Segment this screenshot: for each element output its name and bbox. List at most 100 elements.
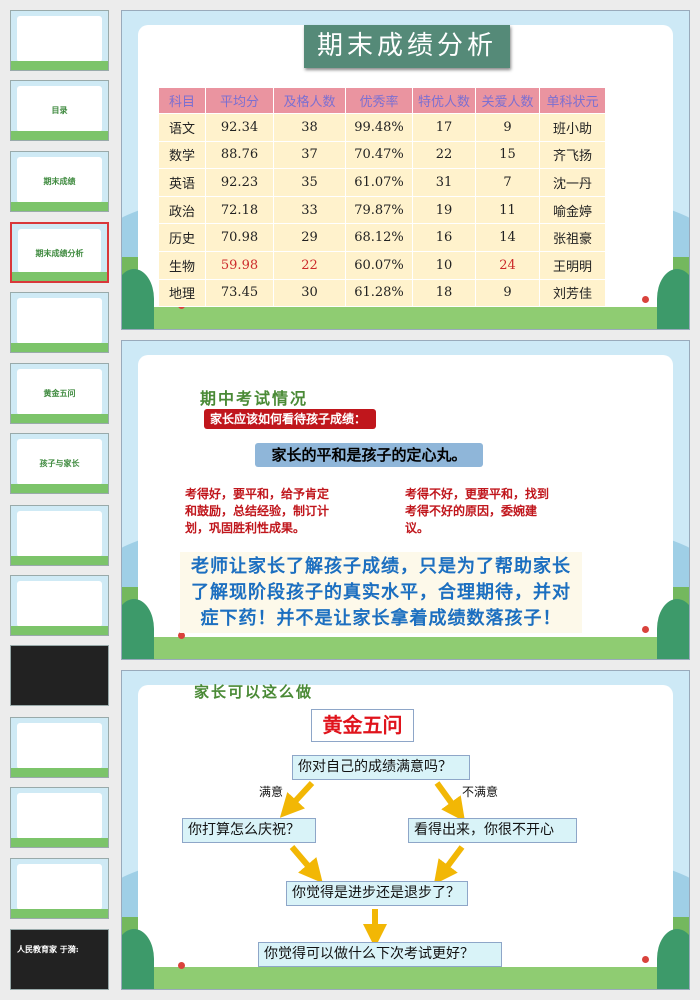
table-cell: 刘芳佳 (539, 278, 606, 308)
slide-final-exam-analysis[interactable]: 期末成绩分析 科目 平均分 及格人数 优秀率 特优人数 关爱人数 单科状元 语文 92.34 3… (121, 10, 690, 330)
table-cell: 王明明 (539, 250, 606, 280)
column-header: 特优人数 (412, 87, 476, 114)
slide-title: 家长可以这么做 (194, 683, 314, 701)
table-cell: 班小助 (539, 113, 606, 142)
thumbnail-panel (18, 229, 101, 273)
table-cell: 38 (273, 113, 346, 142)
table-cell: 生物 (158, 250, 206, 280)
thumbnail-label: 孩子与家长 (39, 458, 80, 468)
slide-title: 期末成绩分析 (304, 25, 510, 68)
column-header: 及格人数 (273, 87, 346, 114)
slide-five-golden-questions[interactable]: 家长可以这么做 黄金五问 你对自己的成绩满意吗？ 满意 不满意 你打算怎么庆祝？… (121, 670, 690, 990)
column-header: 科目 (158, 87, 206, 114)
thumbnail-label: 目录 (51, 105, 68, 115)
question-label: 家长应该如何看待孩子成绩： (204, 409, 376, 429)
table-cell: 历史 (158, 223, 206, 252)
slide-thumbnail-14[interactable]: 人民教育家 于漪: (10, 929, 109, 990)
slide-thumbnail-13[interactable] (10, 858, 109, 919)
slide-thumbnail-2[interactable]: 目录 (10, 80, 109, 141)
table-cell: 70.98 (205, 223, 274, 252)
slide-thumbnail-9[interactable] (10, 575, 109, 636)
thumbnail-grass (11, 909, 108, 918)
table-cell: 35 (273, 168, 346, 197)
table-cell: 60.07% (345, 250, 413, 280)
thumbnail-panel (17, 723, 102, 769)
thumbnail-panel (17, 16, 102, 62)
thumbnail-grass (11, 556, 108, 565)
thumbnail-panel (17, 511, 102, 557)
table-row: 历史 70.98 29 68.12% 16 14 张祖豪 (158, 223, 606, 252)
table-row: 数学 88.76 37 70.47% 22 15 齐飞扬 (158, 140, 606, 170)
thumbnail-grass (11, 484, 108, 493)
question-1-box: 你对自己的成绩满意吗？ (292, 755, 470, 780)
table-cell: 16 (412, 223, 476, 252)
table-row: 语文 92.34 38 99.48% 17 9 班小助 (158, 113, 606, 142)
table-cell: 79.87% (345, 195, 413, 225)
slide-thumbnail-11[interactable] (10, 717, 109, 778)
table-cell: 99.48% (345, 113, 413, 142)
table-cell: 11 (475, 195, 540, 225)
slide-thumbnail-3[interactable]: 期末成绩 (10, 151, 109, 212)
slide-thumbnail-4[interactable]: 期末成绩分析 (10, 222, 109, 283)
question-3-box: 你觉得是进步还是退步了？ (286, 881, 468, 906)
question-2-unsatisfied-box: 看得出来，你很不开心 (408, 818, 577, 843)
table-cell: 17 (412, 113, 476, 142)
arrow-satisfied (279, 780, 315, 818)
table-cell: 92.34 (205, 113, 274, 142)
slide-midterm-situation[interactable]: 期中考试情况 家长应该如何看待孩子成绩： 家长的平和是孩子的定心丸。 考得好，要… (121, 340, 690, 660)
table-row: 地理 73.45 30 61.28% 18 9 刘芳佳 (158, 278, 606, 308)
column-header: 优秀率 (345, 87, 413, 114)
table-cell: 29 (273, 223, 346, 252)
table-cell: 英语 (158, 168, 206, 197)
table-cell: 数学 (158, 140, 206, 170)
thumbnail-panel (17, 439, 102, 485)
flow-arrows (279, 780, 466, 948)
table-cell: 18 (412, 278, 476, 308)
column-header: 单科状元 (539, 87, 606, 114)
table-cell: 30 (273, 278, 346, 308)
arrow-to-q3-right (433, 845, 465, 885)
table-cell: 7 (475, 168, 540, 197)
table-cell: 10 (412, 250, 476, 280)
thumbnail-grass (12, 272, 107, 281)
slide-thumbnail-1[interactable] (10, 10, 109, 71)
table-cell: 15 (475, 140, 540, 170)
table-cell: 24 (475, 250, 540, 280)
table-cell: 61.28% (345, 278, 413, 308)
plant-decoration (122, 599, 154, 659)
table-cell: 72.18 (205, 195, 274, 225)
table-cell: 沈一丹 (539, 168, 606, 197)
table-cell: 70.47% (345, 140, 413, 170)
slide-thumbnail-12[interactable] (10, 787, 109, 848)
score-table: 科目 平均分 及格人数 优秀率 特优人数 关爱人数 单科状元 语文 92.34 38 99.48%… (158, 87, 606, 308)
table-cell: 68.12% (345, 223, 413, 252)
teacher-note: 老师让家长了解孩子成绩，只是为了帮助家长了解现阶段孩子的真实水平，合理期待，并对… (180, 552, 582, 633)
flower-decoration (642, 956, 649, 963)
table-cell: 9 (475, 113, 540, 142)
thumbnail-panel (17, 793, 102, 839)
thumbnail-panel (17, 157, 102, 203)
table-cell: 33 (273, 195, 346, 225)
slide-thumbnail-10[interactable] (10, 645, 109, 706)
table-cell: 61.07% (345, 168, 413, 197)
table-cell: 37 (273, 140, 346, 170)
thumbnail-grass (11, 202, 108, 211)
slide-thumbnail-6[interactable]: 黄金五问 (10, 363, 109, 424)
arrow-to-q3-left (289, 845, 323, 884)
table-cell: 92.23 (205, 168, 274, 197)
table-cell: 88.76 (205, 140, 274, 170)
table-cell: 31 (412, 168, 476, 197)
column-header: 关爱人数 (475, 87, 540, 114)
slide-thumbnail-5[interactable] (10, 292, 109, 353)
slide-thumbnail-8[interactable] (10, 505, 109, 566)
slide-thumbnail-7[interactable]: 孩子与家长 (10, 433, 109, 494)
background-grass-front (122, 967, 689, 989)
background-grass-front (122, 637, 689, 659)
slide-title: 期中考试情况 (200, 389, 309, 408)
thumbnail-label: 期末成绩分析 (35, 248, 84, 258)
flower-decoration (178, 962, 185, 969)
plant-decoration (657, 269, 689, 329)
golden-questions-heading: 黄金五问 (311, 709, 414, 742)
table-cell: 73.45 (205, 278, 274, 308)
thumbnail-panel (17, 581, 102, 627)
